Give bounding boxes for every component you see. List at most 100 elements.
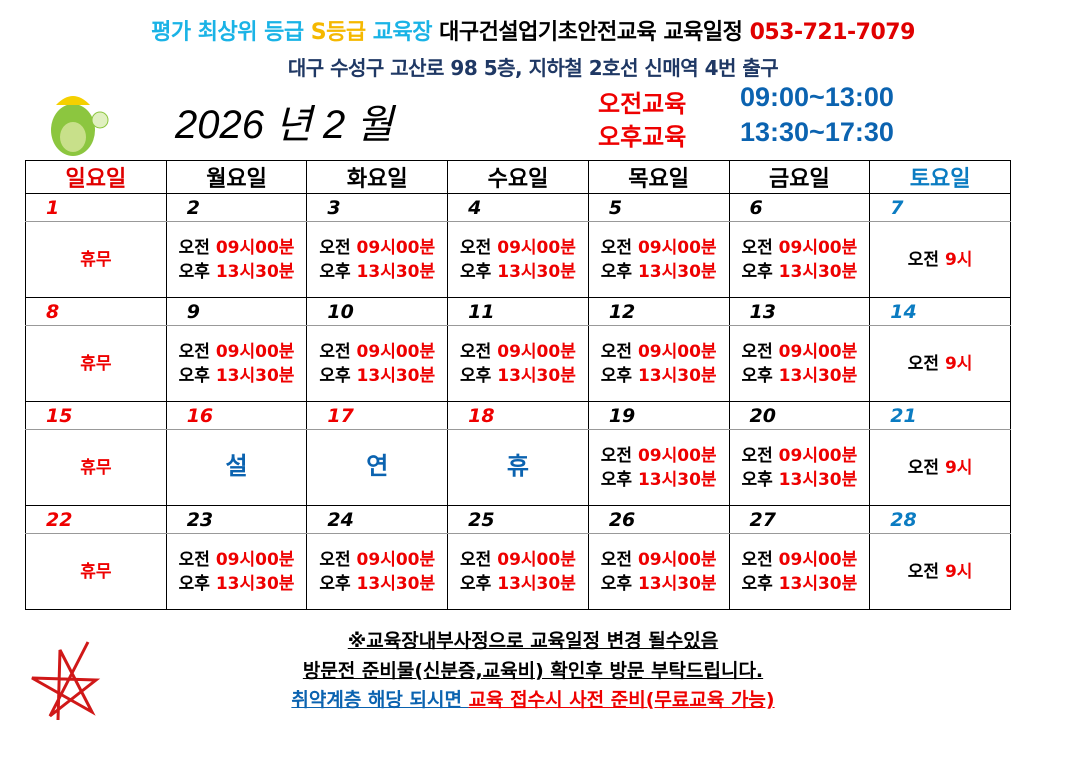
text: 09시00분 xyxy=(215,237,295,258)
schedule-cell: 연 xyxy=(306,429,449,506)
text: 13시30분 xyxy=(637,261,717,282)
schedule-cell: 오전 09시00분 오후 13시30분 xyxy=(728,533,871,610)
text: 오후 xyxy=(600,573,638,594)
text: 13시30분 xyxy=(637,365,717,386)
text: 09시00분 xyxy=(637,341,717,362)
text: 9시 xyxy=(944,457,973,478)
text: 09시00분 xyxy=(497,341,576,362)
text: 오전 xyxy=(178,549,216,570)
text: 오전 xyxy=(741,445,779,466)
text: 오전 xyxy=(460,549,498,570)
text: 오전 xyxy=(460,237,498,258)
text: 09시00분 xyxy=(778,445,858,466)
text: 오후 xyxy=(460,261,498,282)
date-number: 8 xyxy=(25,297,167,326)
text: 오후 xyxy=(741,469,779,490)
weekday-header: 월요일 xyxy=(165,160,308,194)
schedule-cell: 오전 09시00분 오후 13시30분 xyxy=(587,221,730,298)
date-number: 15 xyxy=(25,401,167,430)
text: 오후 xyxy=(460,365,498,386)
date-number: 25 xyxy=(447,505,589,534)
text: 13시30분 xyxy=(497,573,576,594)
text: 09시00분 xyxy=(637,445,717,466)
schedule-cell: 휴무 xyxy=(25,221,167,298)
text: 오후 xyxy=(741,573,779,594)
schedule-cell: 오전 09시00분 오후 13시30분 xyxy=(728,325,871,402)
header-segment: 대구건설업기초안전교육 교육일정 xyxy=(439,20,750,45)
text: 오전 xyxy=(741,237,779,258)
text: 휴 xyxy=(506,452,529,480)
date-number: 19 xyxy=(587,401,730,430)
text: 13시30분 xyxy=(778,365,858,386)
text: 설 xyxy=(225,452,248,480)
date-number: 20 xyxy=(728,401,871,430)
date-number: 16 xyxy=(165,401,308,430)
text: 13시30분 xyxy=(356,573,436,594)
date-number: 27 xyxy=(728,505,871,534)
text: 오후 xyxy=(319,365,357,386)
text: 휴무 xyxy=(80,353,112,374)
text: 오전 xyxy=(741,549,779,570)
text: 13시30분 xyxy=(778,261,858,282)
schedule-cell: 오전 09시00분 오후 13시30분 xyxy=(728,221,871,298)
am-time: 09:00~13:00 xyxy=(740,82,894,112)
weekday-header: 일요일 xyxy=(25,160,167,194)
text: 09시00분 xyxy=(778,341,858,362)
text: 13시30분 xyxy=(356,261,436,282)
text: 오후 xyxy=(319,261,357,282)
text: 오전 xyxy=(319,549,357,570)
schedule-cell: 오전 09시00분 오후 13시30분 xyxy=(306,325,449,402)
text: 09시00분 xyxy=(637,549,717,570)
vulnerable-notice: 취약계층 해당 되시면 교육 접수시 사전 준비(무료교육 가능) xyxy=(291,689,775,711)
schedule-cell: 오전 09시00분 오후 13시30분 xyxy=(306,221,449,298)
date-number: 17 xyxy=(306,401,449,430)
text: 09시00분 xyxy=(356,237,436,258)
date-number: 22 xyxy=(25,505,167,534)
text: 오전 xyxy=(907,457,945,478)
text: 09시00분 xyxy=(356,549,436,570)
header-line: 평가 최상위 등급 S등급 교육장 대구건설업기초안전교육 교육일정 053-7… xyxy=(0,14,1066,46)
header-segment: 평가 최상위 등급 xyxy=(151,20,311,45)
text: 13시30분 xyxy=(497,365,576,386)
weekday-header: 수요일 xyxy=(447,160,589,194)
text: 13시30분 xyxy=(637,573,717,594)
text: 오후 xyxy=(460,573,498,594)
date-number: 7 xyxy=(869,193,1011,222)
date-number: 12 xyxy=(587,297,730,326)
text: 연 xyxy=(366,452,389,480)
header-segment: S등급 xyxy=(310,20,366,45)
text: 오후 xyxy=(178,261,216,282)
schedule-cell: 오전 09시00분 오후 13시30분 xyxy=(587,325,730,402)
schedule-cell: 오전 09시00분 오후 13시30분 xyxy=(165,221,308,298)
text: 휴무 xyxy=(80,561,112,582)
date-number: 10 xyxy=(306,297,449,326)
text: 오전 xyxy=(741,341,779,362)
schedule-cell: 오전 9시 xyxy=(869,221,1011,298)
text: 13시30분 xyxy=(215,365,295,386)
text: 13시30분 xyxy=(778,573,858,594)
text: 오후 xyxy=(600,469,638,490)
schedule-cell: 오전 09시00분 오후 13시30분 xyxy=(587,429,730,506)
weekday-header: 금요일 xyxy=(728,160,871,194)
text: 13시30분 xyxy=(637,469,717,490)
address: 대구 수성구 고산로 98 5층, 지하철 2호선 신매역 4번 출구 xyxy=(287,56,779,80)
text: 오전 xyxy=(460,341,498,362)
text: 09시00분 xyxy=(215,549,295,570)
text: 오전 xyxy=(907,353,945,374)
text: 오후 xyxy=(178,573,216,594)
date-number: 13 xyxy=(728,297,871,326)
text: 09시00분 xyxy=(637,237,717,258)
date-number: 1 xyxy=(25,193,167,222)
text: 13시30분 xyxy=(497,261,576,282)
schedule-cell: 오전 9시 xyxy=(869,429,1011,506)
date-number: 5 xyxy=(587,193,730,222)
text: 09시00분 xyxy=(497,237,576,258)
text: 오후 xyxy=(178,365,216,386)
schedule-cell: 오전 09시00분 오후 13시30분 xyxy=(165,325,308,402)
weekday-header: 토요일 xyxy=(869,160,1011,194)
schedule-cell: 오전 09시00분 오후 13시30분 xyxy=(165,533,308,610)
date-number: 3 xyxy=(306,193,449,222)
schedule-cell: 휴무 xyxy=(25,325,167,402)
date-number: 24 xyxy=(306,505,449,534)
